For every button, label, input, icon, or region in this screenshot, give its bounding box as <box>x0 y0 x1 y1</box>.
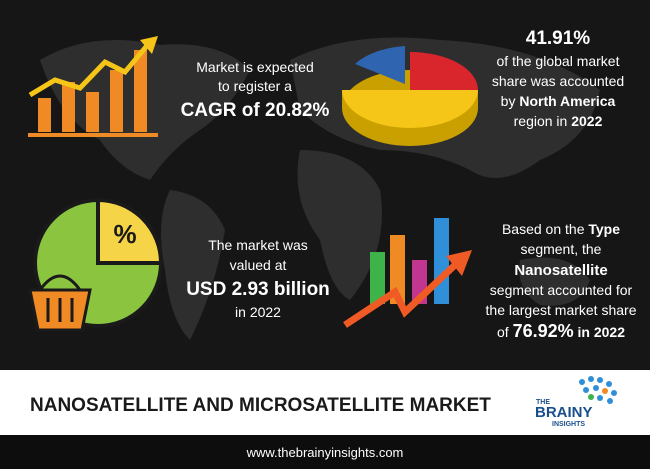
pie-chart-icon <box>342 46 478 146</box>
text-line: 41.91% <box>526 28 591 49</box>
body-text: to register a <box>218 78 292 94</box>
text-line: region in 2022 <box>514 113 603 129</box>
highlight-text: 76.92% <box>513 321 574 341</box>
body-text: region in <box>514 113 572 129</box>
body-text: Market is expected <box>196 59 314 75</box>
text-line: CAGR of 20.82% <box>181 100 330 121</box>
logo: THE BRAINY INSIGHTS <box>535 376 617 428</box>
text-line: of 76.92% in 2022 <box>497 321 625 341</box>
highlight-text: CAGR of 20.82% <box>181 100 330 121</box>
title: NANOSATELLITE AND MICROSATELLITE MARKET <box>30 395 491 416</box>
text-line: in 2022 <box>235 304 281 320</box>
highlight-text: Type <box>588 221 620 237</box>
text-line: Market is expected <box>196 59 314 75</box>
text-blocks: Market is expected to register a CAGR of 2… <box>181 28 637 341</box>
footer-url: www.thebrainyinsights.com <box>246 445 404 460</box>
text-line: share was accounted <box>492 73 624 89</box>
text-line: The market was <box>208 237 308 253</box>
footer-band <box>0 435 650 469</box>
text-line: segment accounted for <box>490 282 633 298</box>
segment-chart-icon <box>343 218 472 328</box>
body-text: segment accounted for <box>490 282 633 298</box>
text-line: the largest market share <box>486 302 637 318</box>
text-line: by North America <box>501 93 616 109</box>
text-line: segment, the <box>521 241 602 257</box>
percent-symbol: % <box>113 219 136 249</box>
body-text: valued at <box>230 257 287 273</box>
logo-bottom: INSIGHTS <box>552 421 585 428</box>
body-text: segment, the <box>521 241 602 257</box>
body-text: Based on the <box>502 221 588 237</box>
logo-middle: BRAINY <box>535 404 593 421</box>
body-text: of <box>497 324 513 340</box>
highlight-text: North America <box>519 93 615 109</box>
growth-chart-icon <box>28 36 158 137</box>
body-text: share was accounted <box>492 73 624 89</box>
text-line: valued at <box>230 257 287 273</box>
percent-pie-icon: % <box>28 197 164 332</box>
body-text: in 2022 <box>235 304 281 320</box>
text-line: Based on the Type <box>502 221 620 237</box>
body-text: The market was <box>208 237 308 253</box>
text-line: of the global market <box>497 53 620 69</box>
text-line: USD 2.93 billion <box>186 279 330 300</box>
body-text: the largest market share <box>486 302 637 318</box>
text-line: Nanosatellite <box>514 262 607 279</box>
body-text: by <box>501 93 520 109</box>
highlight-text: Nanosatellite <box>514 262 607 279</box>
highlight-text: USD 2.93 billion <box>186 279 330 300</box>
body-text: of the global market <box>497 53 620 69</box>
text-line: to register a <box>218 78 292 94</box>
title-band <box>0 370 650 435</box>
highlight-text: in 2022 <box>574 324 626 340</box>
highlight-text: 2022 <box>571 113 602 129</box>
highlight-text: 41.91% <box>526 28 591 49</box>
logo-top: THE <box>536 399 550 406</box>
